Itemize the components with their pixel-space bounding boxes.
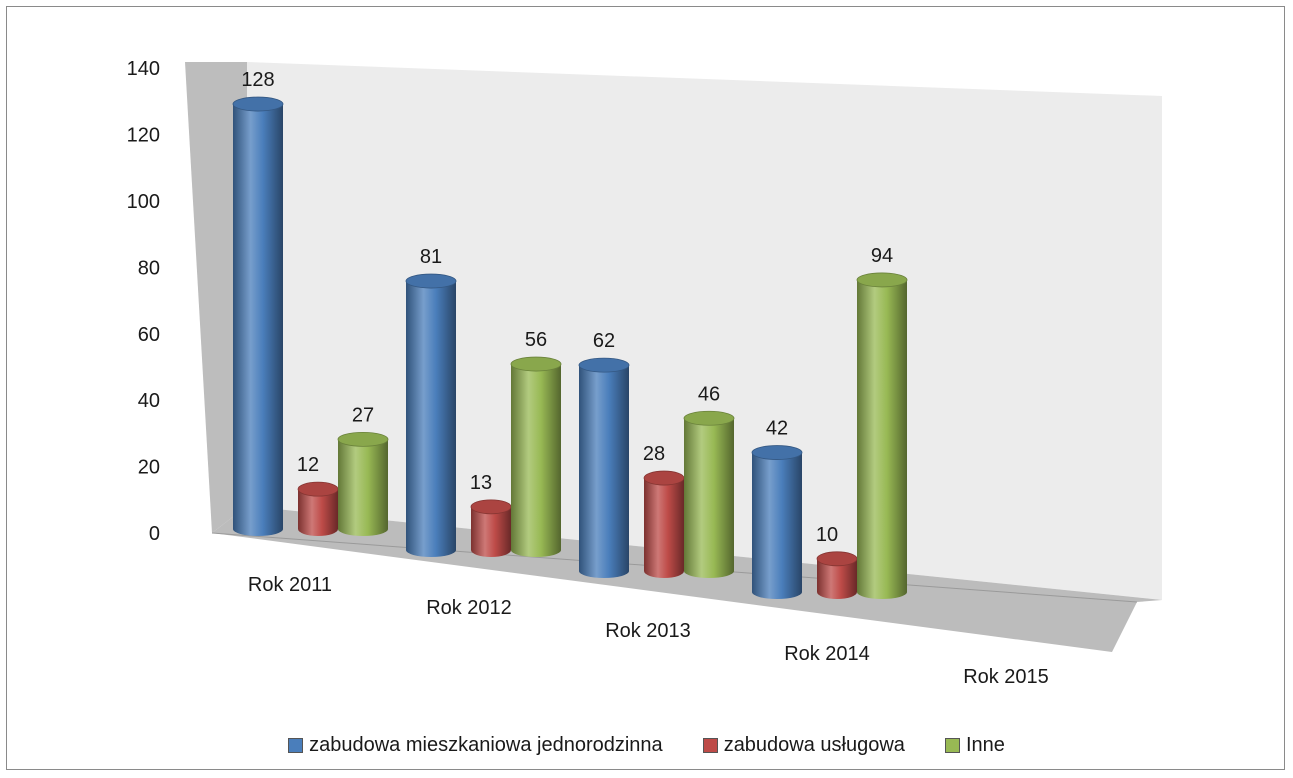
bar-body [511,364,561,557]
legend-swatch [702,738,718,753]
y-tick-label: 140 [127,58,160,80]
back-wall [247,62,1162,600]
data-label: 128 [241,69,274,91]
bar [816,551,858,599]
bar-body [644,478,684,578]
bar-top [751,445,803,460]
bar-body [752,452,802,599]
data-label: 13 [470,472,492,494]
data-label: 28 [643,443,665,465]
bar-body [579,365,629,578]
data-label: 94 [871,245,893,267]
data-label: 56 [525,329,547,351]
y-tick-label: 100 [127,191,160,213]
data-label: 81 [420,246,442,268]
x-axis-ticks: Rok 2011 Rok 2012 Rok 2013 Rok 2014 Rok 2015 [248,574,1049,688]
data-label: 27 [352,404,374,426]
bar-body [857,279,907,599]
bar-top [297,481,339,497]
legend-item: zabudowa usługowa [702,734,905,757]
data-label: 62 [593,330,615,352]
x-tick-label: Rok 2011 [248,574,332,596]
chart-bars [232,96,908,599]
side-wall [185,62,247,533]
data-label: 42 [766,418,788,440]
bar [470,499,512,557]
bar [405,273,457,557]
y-tick-label: 80 [138,257,160,279]
bar-top [405,273,457,289]
bar [856,272,908,599]
bar-body [338,439,388,536]
bar [683,410,735,578]
legend-label: zabudowa usługowa [723,734,905,756]
bar-body [817,558,857,599]
bar-top [578,357,630,373]
y-tick-label: 0 [149,523,160,545]
y-axis-ticks: 0 20 40 60 80 100 120 140 [127,58,160,545]
legend-swatch [288,738,304,753]
y-tick-label: 40 [138,390,160,412]
bar-top [643,470,685,486]
bar-top [232,96,284,112]
x-tick-label: Rok 2015 [963,666,1049,688]
bar-body [233,104,283,536]
legend-label: Inne [965,734,1005,756]
data-label: 10 [816,524,838,546]
legend-swatch [944,738,960,753]
x-tick-label: Rok 2012 [426,597,512,619]
data-label: 46 [698,383,720,405]
bar-body [471,506,511,557]
bar-top [856,272,908,288]
bar [751,445,803,599]
data-label: 12 [297,454,319,476]
bar [510,356,562,557]
y-tick-label: 20 [138,457,160,479]
bar-top [816,551,858,567]
bar-top [337,431,389,447]
bar-top [470,499,512,515]
x-tick-label: Rok 2013 [605,620,691,642]
y-tick-label: 120 [127,125,160,147]
legend-item: zabudowa mieszkaniowa jednorodzinna [288,734,663,757]
bar-body [684,418,734,578]
bar-body [406,281,456,557]
bar-top [510,356,562,372]
bar-body [298,489,338,536]
data-labels: 128 12 27 81 13 56 62 28 46 42 10 94 [241,69,893,546]
bar [643,470,685,578]
legend-label: zabudowa mieszkaniowa jednorodzinna [309,734,663,756]
legend-item: Inne [944,734,1005,757]
x-tick-label: Rok 2014 [784,643,870,665]
bar-top [683,410,735,426]
y-tick-label: 60 [138,324,160,346]
legend: zabudowa mieszkaniowa jednorodzinna zabud… [0,734,1293,757]
bar [232,96,284,536]
bar [297,481,339,536]
bar [337,431,389,536]
bar [578,357,630,578]
